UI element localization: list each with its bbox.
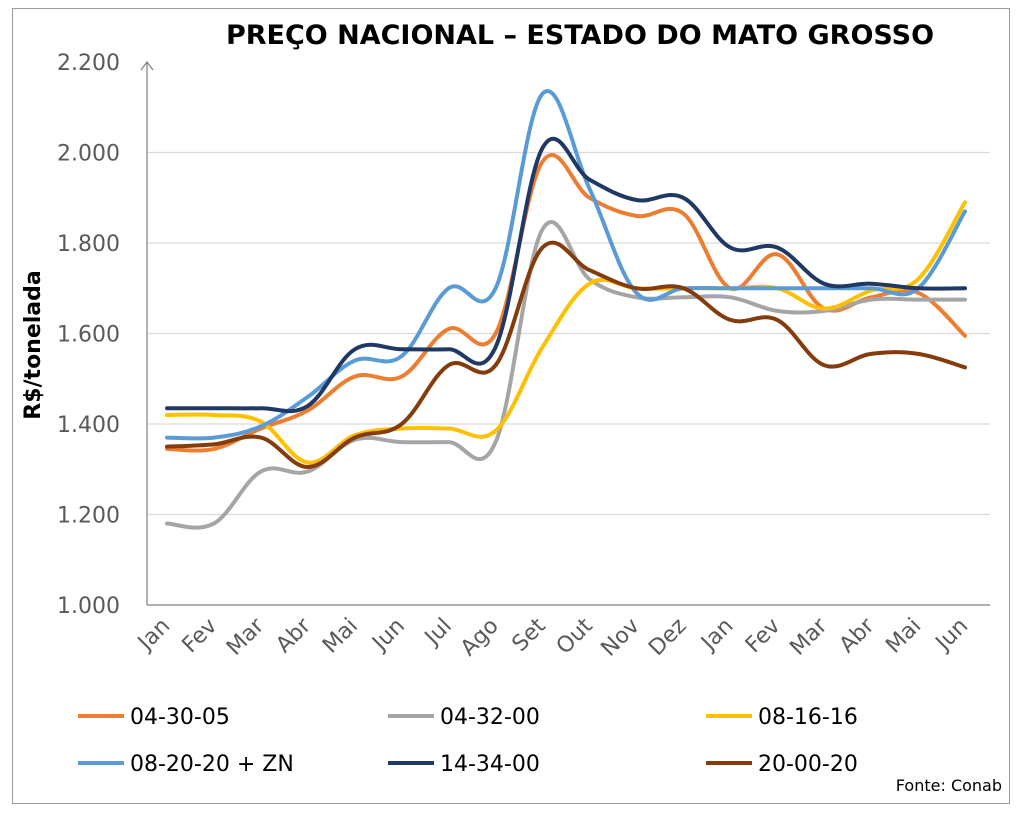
axes — [140, 61, 990, 606]
x-tick-label: Ago — [456, 614, 504, 662]
x-tick-label: Jul — [419, 614, 457, 652]
x-tick-label: Mar — [222, 613, 270, 661]
x-tick-label: Fev — [178, 614, 223, 659]
x-tick-label: Dez — [644, 614, 691, 661]
x-tick-label: Nov — [597, 614, 645, 662]
y-axis-arrow — [140, 61, 154, 71]
series-lines — [165, 89, 967, 530]
x-tick-label: Abr — [271, 613, 316, 658]
x-tick-label: Mai — [881, 614, 926, 659]
legend-label: 04-30-05 — [130, 705, 230, 730]
x-tick-label: Set — [508, 613, 551, 656]
x-tick-label: Mai — [318, 614, 363, 659]
chart-title: PREÇO NACIONAL – ESTADO DO MATO GROSSO — [226, 20, 934, 51]
x-tick-label: Jun — [930, 614, 973, 657]
series-line-04-32-00 — [165, 220, 967, 530]
series-line-08-16-16 — [165, 200, 967, 465]
y-axis-label: R$/tonelada — [21, 270, 46, 419]
y-tick-labels: 1.000 1.200 1.400 1.600 1.800 2.000 2.200 — [57, 51, 120, 619]
y-tick-label: 1.600 — [57, 323, 120, 348]
legend-label: 20-00-20 — [758, 752, 858, 777]
series-line-08-20-20-ZN — [165, 89, 967, 441]
y-tick-label: 2.200 — [57, 51, 120, 76]
x-tick-label: Jan — [695, 614, 738, 657]
x-tick-label: Out — [552, 613, 598, 659]
x-tick-label: Fev — [741, 614, 786, 659]
legend-label: 08-16-16 — [758, 705, 858, 730]
y-tick-label: 2.000 — [57, 142, 120, 167]
x-tick-label: Jun — [367, 614, 410, 657]
series-line-14-34-00 — [165, 136, 967, 414]
grid-lines — [147, 151, 990, 516]
x-tick-label: Abr — [835, 613, 880, 658]
series-line-20-00-20 — [165, 240, 967, 469]
source-note: Fonte: Conab — [896, 776, 1002, 795]
y-tick-label: 1.000 — [57, 594, 120, 619]
x-tick-label: Jan — [132, 614, 175, 657]
x-tick-label: Mar — [785, 613, 833, 661]
legend-label: 04-32-00 — [440, 705, 540, 730]
legend-label: 08-20-20 + ZN — [130, 752, 294, 777]
legend: 04-30-05 04-32-00 08-16-16 08-20-20 + ZN 14-… — [78, 705, 858, 777]
y-tick-label: 1.200 — [57, 504, 120, 529]
y-tick-label: 1.400 — [57, 413, 120, 438]
y-tick-label: 1.800 — [57, 232, 120, 257]
legend-label: 14-34-00 — [440, 752, 540, 777]
